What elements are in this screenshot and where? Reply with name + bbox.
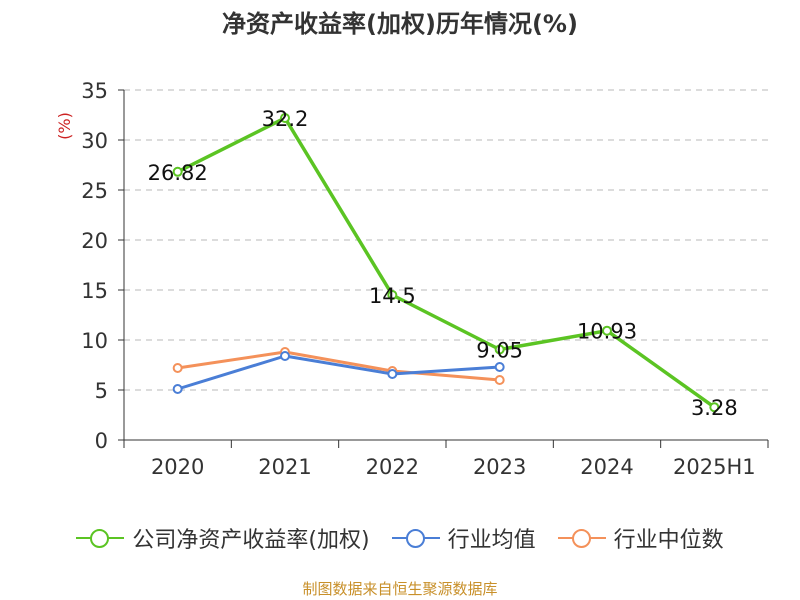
x-tick-label: 2020: [151, 455, 204, 479]
y-tick-label: 5: [95, 379, 108, 403]
data-point-0: [172, 166, 183, 177]
data-source-note: 制图数据来自恒生聚源数据库: [302, 580, 498, 598]
data-point-1: [172, 384, 183, 394]
x-tick-label: 2025H1: [673, 455, 756, 479]
y-tick-label: 20: [81, 229, 108, 253]
y-tick-label: 30: [81, 129, 108, 153]
x-tick-label: 2022: [366, 455, 419, 479]
legend-swatch-marker: [571, 529, 591, 548]
y-tick-label: 35: [81, 79, 108, 103]
legend-swatch-marker: [90, 529, 110, 548]
data-point-0: [387, 290, 398, 300]
data-point-1: [494, 362, 505, 372]
y-tick-label: 10: [81, 329, 108, 353]
legend-swatch-marker: [405, 529, 425, 548]
data-label: 26.82: [148, 161, 208, 185]
data-label: 9.05: [476, 339, 523, 363]
series-line-1: [177, 354, 500, 391]
data-label: 14.5: [369, 284, 416, 308]
y-tick-label: 25: [81, 179, 108, 203]
series-line-2: [177, 350, 500, 382]
legend-item-0[interactable]: 公司净资产收益率(加权): [76, 522, 370, 554]
data-label: 3.28: [691, 396, 738, 420]
legend-label: 公司净资产收益率(加权): [132, 528, 370, 553]
y-tick-label: 0: [95, 429, 108, 453]
chart-legend: 公司净资产收益率(加权) 行业均值 行业中位数: [0, 518, 800, 558]
legend-swatch: [557, 528, 606, 548]
line-chart: 0 5 10 15 20 25 30 35 2020 2021 2022 2023 2024 2025H1…: [55, 79, 769, 479]
legend-label: 行业中位数: [613, 528, 724, 553]
data-point-0: [494, 344, 505, 355]
legend-item-2[interactable]: 行业中位数: [557, 522, 724, 554]
x-tick-label: 2024: [580, 455, 633, 479]
data-point-0: [709, 402, 720, 413]
x-tick-label: 2021: [258, 455, 311, 479]
legend-swatch: [76, 528, 125, 548]
x-tick-label: 2023: [473, 455, 526, 479]
legend-swatch: [391, 528, 440, 548]
data-point-1: [387, 369, 398, 379]
data-point-0: [280, 113, 290, 123]
y-axis-label: (%): [55, 112, 74, 140]
data-point-0: [602, 325, 612, 336]
data-label: 10.93: [577, 320, 637, 344]
chart-title: 净资产收益率(加权)历年情况(%): [222, 10, 578, 38]
data-point-1: [280, 351, 290, 361]
data-label: 32.2: [262, 107, 309, 131]
y-tick-label: 15: [81, 279, 108, 303]
series-line-0: [176, 116, 716, 409]
data-point-2: [172, 363, 183, 373]
legend-item-1[interactable]: 行业均值: [391, 522, 536, 554]
legend-label: 行业均值: [447, 528, 536, 553]
data-point-2: [494, 375, 505, 385]
